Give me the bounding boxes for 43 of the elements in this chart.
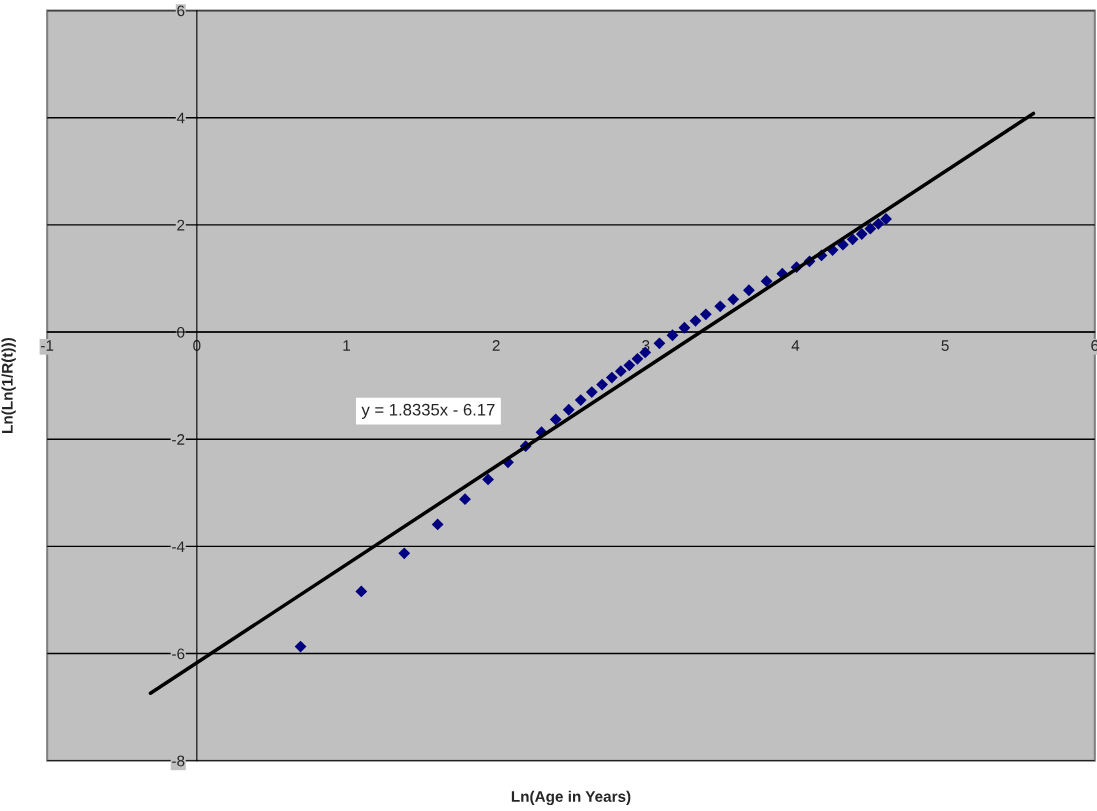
point: [585, 386, 598, 398]
x-tick-label: 5: [941, 340, 949, 351]
y-tick-label: -6: [172, 648, 185, 660]
point: [294, 640, 307, 653]
point: [549, 413, 562, 426]
point: [864, 222, 877, 235]
point: [623, 359, 636, 372]
x-tick-label: -1: [41, 340, 54, 351]
point: [398, 547, 411, 560]
x-tick-label: 4: [791, 340, 800, 351]
point: [846, 233, 859, 246]
point: [699, 308, 712, 321]
x-axis-title: Ln(Age in Years): [511, 790, 631, 806]
point: [574, 394, 587, 406]
y-tick-label: 4: [176, 112, 185, 124]
point: [605, 371, 618, 384]
point: [743, 284, 755, 297]
point: [689, 314, 702, 327]
point: [614, 365, 627, 378]
point: [760, 275, 773, 288]
point: [855, 228, 868, 240]
point: [872, 217, 885, 230]
annotation: y = 1.8335x - 6.17: [361, 403, 495, 419]
point: [714, 300, 727, 313]
y-axis-title: Ln(Ln(1/R(t))): [1, 338, 16, 433]
x-tick-label: 2: [492, 340, 500, 351]
point: [431, 518, 444, 531]
point: [631, 352, 644, 365]
y-tick-label: -4: [172, 541, 185, 552]
point: [596, 378, 609, 391]
y-tick-label: -8: [172, 755, 185, 767]
point: [727, 293, 740, 306]
point: [666, 329, 679, 342]
y-tick-label: 2: [177, 219, 185, 231]
y-tick-label: 6: [177, 5, 185, 17]
y-tick-label: -2: [172, 434, 185, 445]
point: [482, 473, 494, 486]
point: [355, 585, 368, 598]
point: [459, 493, 471, 506]
point: [653, 337, 666, 350]
point: [562, 403, 575, 416]
x-tick-label: 1: [343, 340, 350, 351]
point: [678, 321, 691, 334]
